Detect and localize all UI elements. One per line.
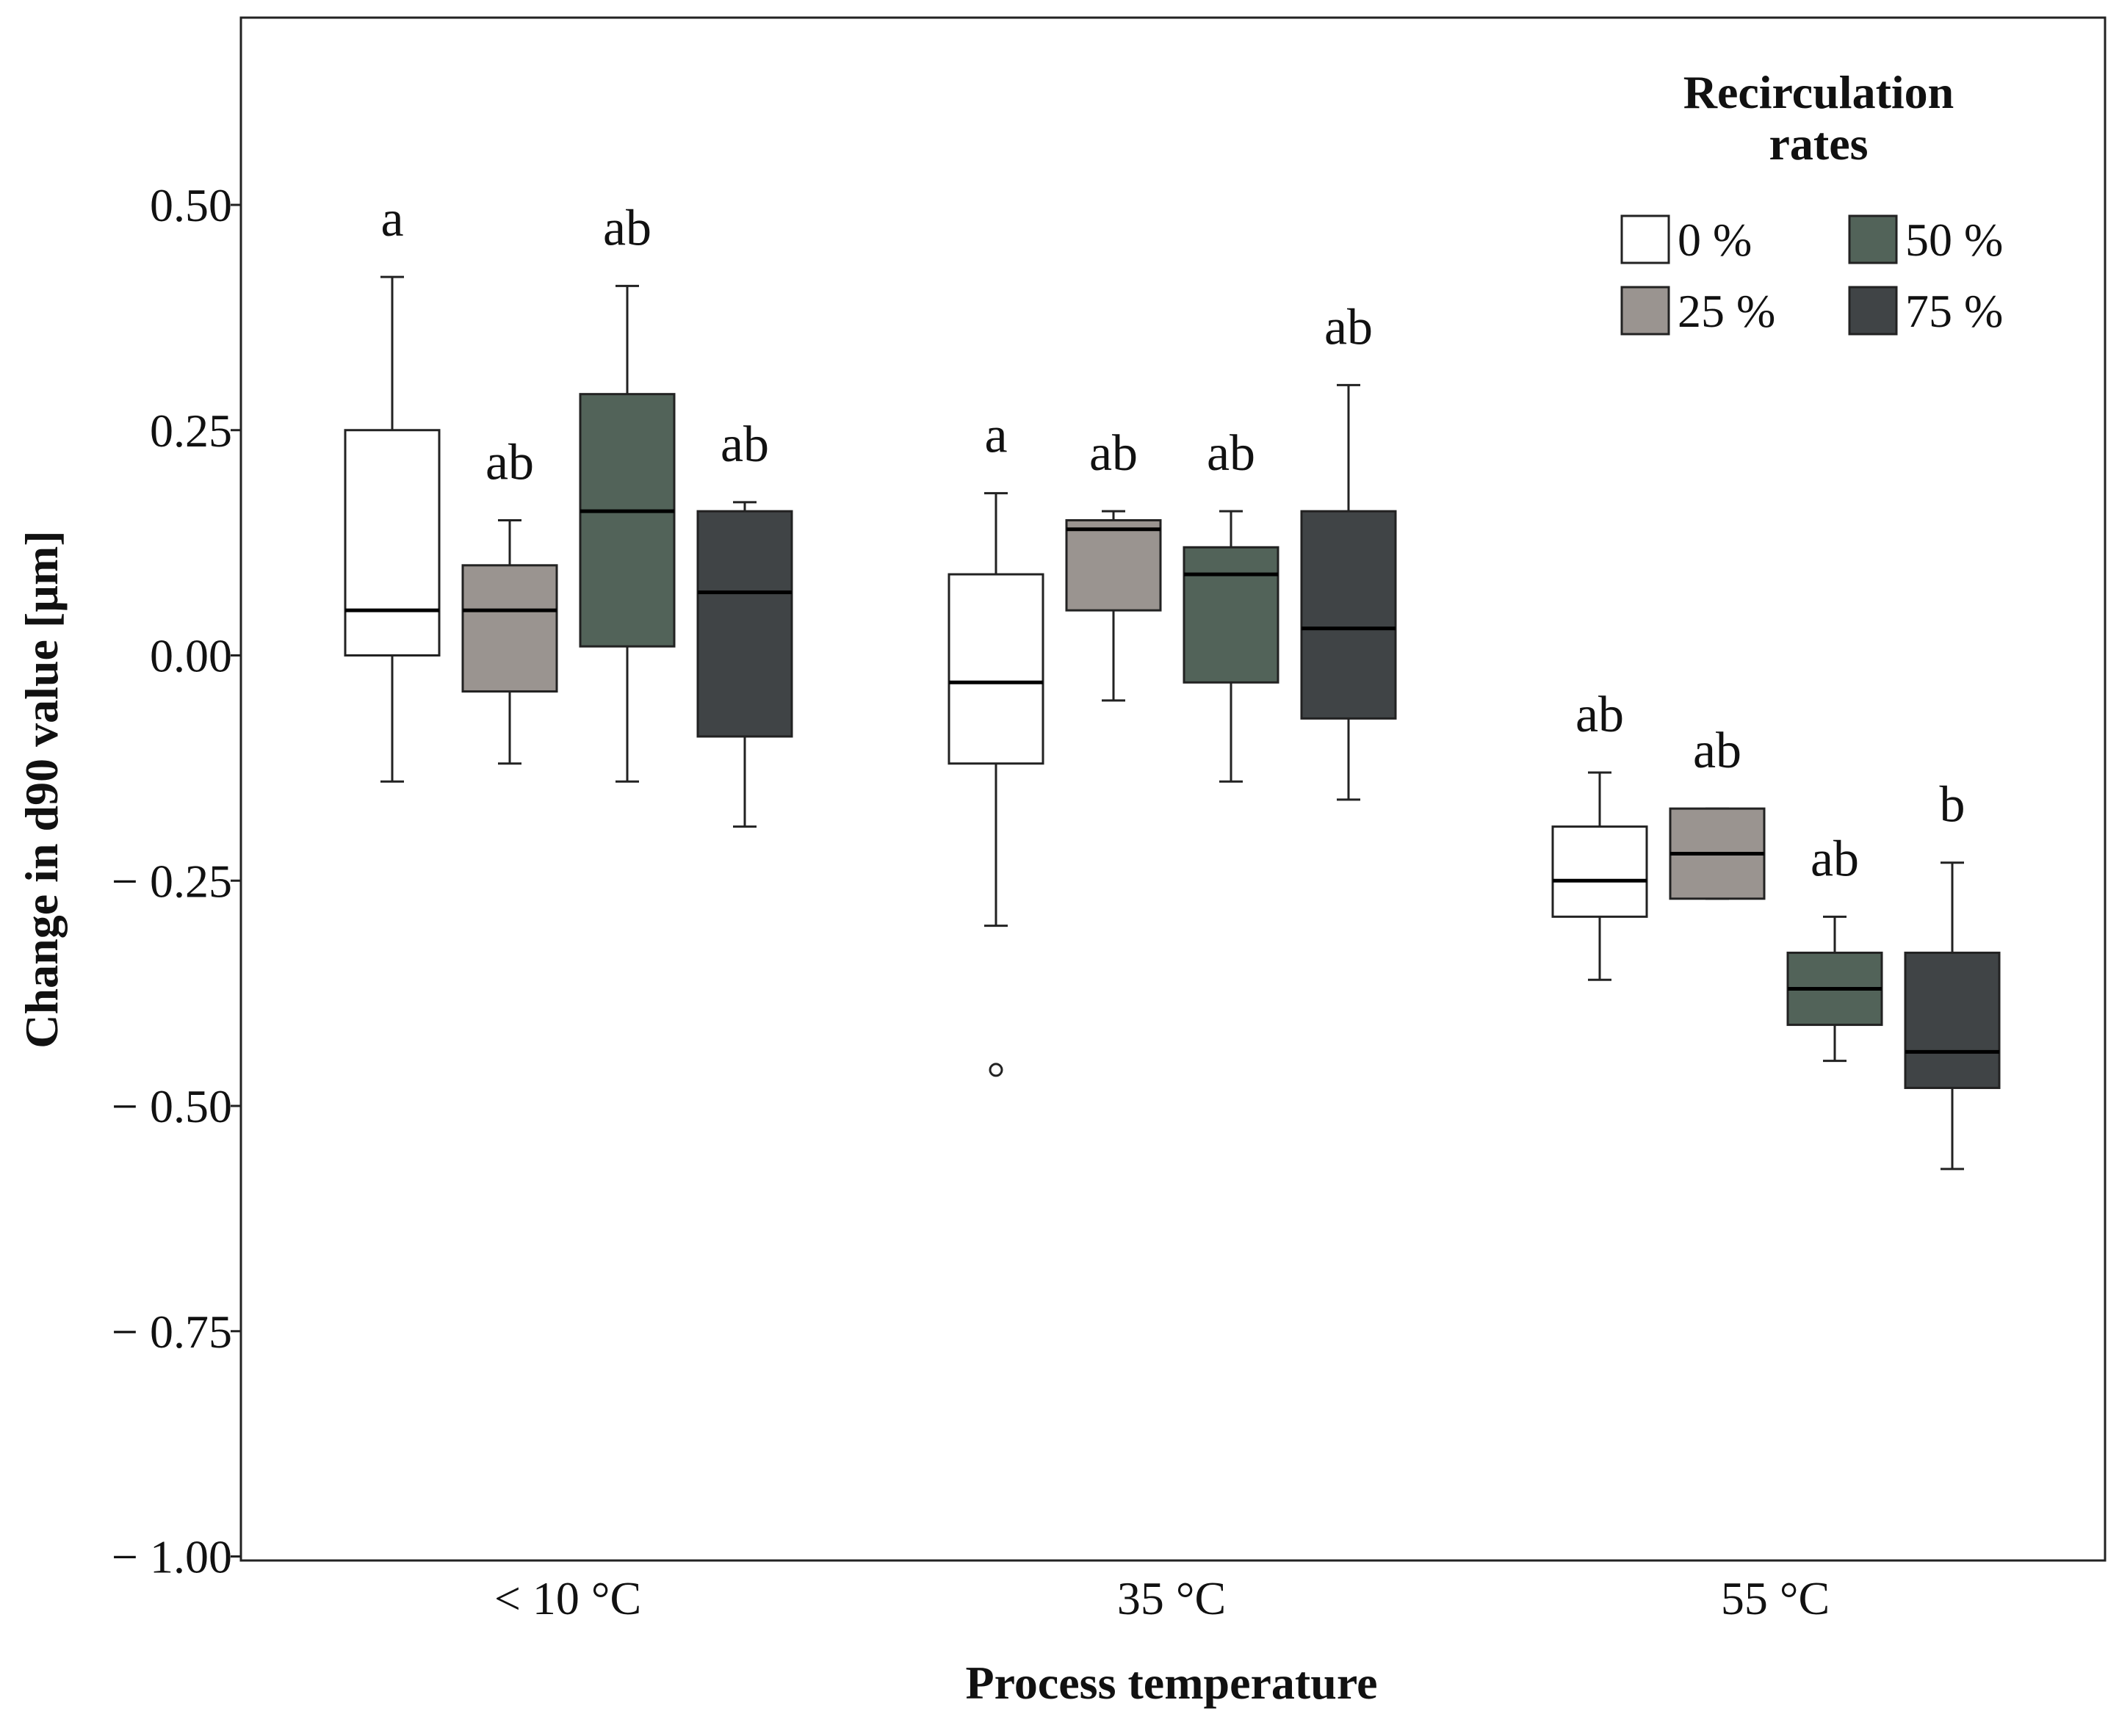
legend-label: 75 %	[1905, 285, 2003, 337]
significance-letter: ab	[1089, 425, 1138, 482]
significance-letter: ab	[1575, 687, 1624, 743]
outlier-point	[989, 1063, 1003, 1077]
box-iqr	[461, 564, 558, 693]
legend-label: 25 %	[1678, 285, 1775, 337]
legend-swatch	[1848, 214, 1898, 264]
legend-title-line1: Recirculation	[1683, 66, 1954, 118]
box-group: ab	[1300, 299, 1397, 801]
box-iqr	[696, 510, 793, 738]
significance-letter: a	[380, 191, 403, 247]
box-iqr	[1551, 825, 1648, 918]
y-tick-label: 0.00	[150, 630, 232, 682]
box-iqr	[344, 429, 441, 657]
box-group: ab	[579, 200, 676, 783]
box-group: ab	[1065, 425, 1162, 702]
legend-label: 0 %	[1678, 214, 1752, 266]
significance-letter: ab	[1693, 723, 1741, 779]
significance-letter: a	[984, 408, 1007, 464]
box-group: ab	[1786, 831, 1883, 1063]
plot-frame	[239, 16, 2107, 1562]
box-groups: a a ab ab ab ab ab ab ab ab ab b	[344, 191, 2001, 1171]
box-group: ab	[696, 416, 793, 828]
box-group: ab	[461, 434, 558, 765]
significance-letter: ab	[485, 434, 534, 491]
x-axis-title: Process temperature	[966, 1657, 1378, 1709]
box-group: ab	[1551, 687, 1648, 981]
legend-label: 50 %	[1905, 214, 2003, 266]
y-tick-label: 0.25	[150, 405, 232, 457]
significance-letter: ab	[603, 200, 651, 256]
y-tick-label: 0.50	[150, 179, 232, 231]
box-iqr	[1183, 546, 1279, 684]
significance-letter: b	[1940, 777, 1965, 833]
legend-swatch	[1620, 286, 1670, 336]
y-axis: 0.50 0.25 0.00 − 0.25 − 0.50 − 0.75 − 1.00	[112, 179, 241, 1583]
significance-letter: ab	[1811, 831, 1859, 887]
box-iqr	[579, 393, 676, 648]
box-iqr	[1065, 518, 1162, 612]
box-group: a	[344, 191, 441, 783]
significance-letter: ab	[1207, 425, 1255, 482]
significance-letter: ab	[721, 416, 769, 473]
box-group: ab	[1669, 723, 1766, 900]
box-iqr	[1300, 510, 1397, 720]
x-tick-label: < 10 °C	[494, 1572, 641, 1624]
y-tick-label: − 1.00	[112, 1531, 232, 1583]
box-iqr	[947, 573, 1044, 765]
box-iqr	[1904, 951, 2001, 1089]
y-axis-title: Change in d90 value [µm]	[15, 530, 68, 1048]
x-tick-label: 55 °C	[1721, 1572, 1830, 1624]
box-group: a	[947, 408, 1044, 1077]
legend-swatch	[1620, 214, 1670, 264]
legend-title-line2: rates	[1769, 117, 1868, 170]
x-tick-label: 35 °C	[1117, 1572, 1226, 1624]
significance-letter: ab	[1324, 299, 1373, 355]
x-axis: < 10 °C 35 °C 55 °C	[494, 1572, 1830, 1624]
y-tick-label: − 0.75	[112, 1306, 232, 1358]
y-tick-label: − 0.25	[112, 855, 232, 907]
y-tick-label: − 0.50	[112, 1080, 232, 1132]
box-group: ab	[1183, 425, 1279, 783]
legend-swatch	[1848, 286, 1898, 336]
box-group: b	[1904, 777, 2001, 1171]
